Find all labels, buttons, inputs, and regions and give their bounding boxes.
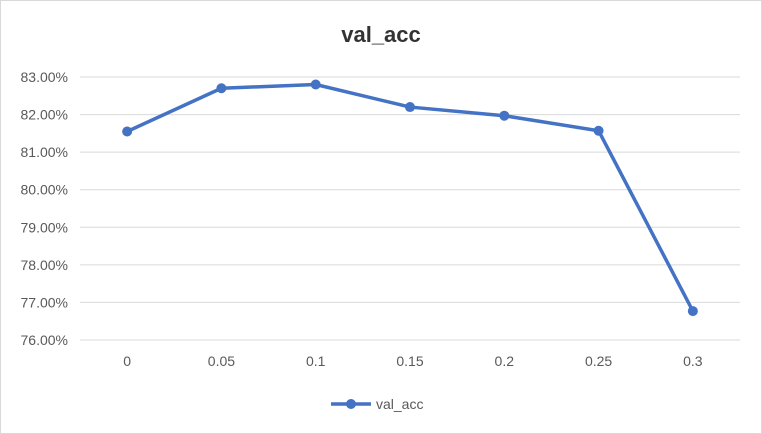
legend-label: val_acc bbox=[376, 396, 423, 412]
y-tick-label: 79.00% bbox=[21, 219, 68, 235]
x-tick-label: 0.3 bbox=[683, 353, 703, 369]
x-axis-ticks: 0 0.05 0.1 0.15 0.2 0.25 0.3 bbox=[123, 353, 703, 369]
data-point bbox=[216, 83, 227, 94]
series-val-acc bbox=[122, 79, 698, 317]
y-tick-label: 82.00% bbox=[21, 107, 68, 123]
x-tick-label: 0.25 bbox=[585, 353, 612, 369]
x-tick-label: 0.1 bbox=[306, 353, 326, 369]
y-tick-label: 80.00% bbox=[21, 182, 68, 198]
x-tick-label: 0.15 bbox=[396, 353, 423, 369]
y-tick-label: 77.00% bbox=[21, 294, 68, 310]
y-axis-ticks: 76.00% 77.00% 78.00% 79.00% 80.00% 81.00% 82.0… bbox=[21, 69, 68, 348]
data-point bbox=[310, 79, 321, 90]
x-tick-label: 0.2 bbox=[495, 353, 515, 369]
chart-title: val_acc bbox=[341, 22, 421, 47]
series-line bbox=[125, 82, 695, 313]
data-point bbox=[122, 126, 133, 137]
y-tick-label: 81.00% bbox=[21, 144, 68, 160]
data-point bbox=[687, 306, 698, 317]
x-tick-label: 0.05 bbox=[208, 353, 235, 369]
data-point bbox=[499, 110, 510, 121]
legend: val_acc bbox=[331, 396, 423, 412]
y-tick-label: 83.00% bbox=[21, 69, 68, 85]
y-tick-label: 78.00% bbox=[21, 257, 68, 273]
x-tick-label: 0 bbox=[123, 353, 131, 369]
data-point bbox=[593, 125, 604, 136]
gridlines bbox=[80, 76, 740, 341]
legend-dot-marker bbox=[346, 399, 356, 409]
data-point bbox=[405, 102, 415, 113]
y-tick-label: 76.00% bbox=[21, 332, 68, 348]
